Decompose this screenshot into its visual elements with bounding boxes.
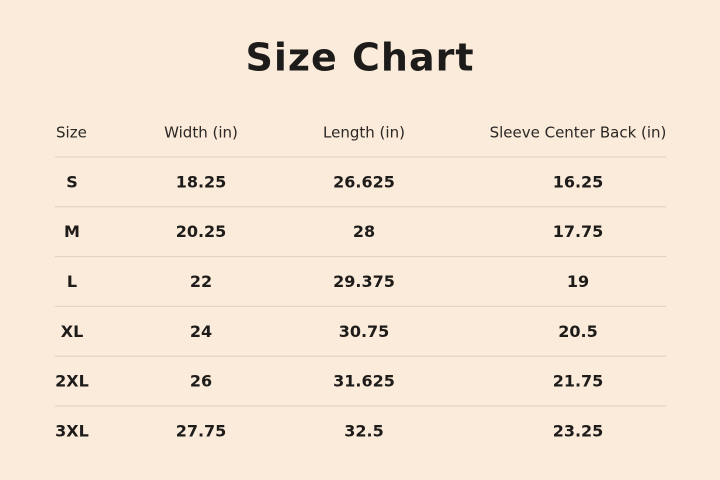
size-label: XL bbox=[61, 322, 84, 341]
measurement: 28 bbox=[353, 222, 375, 241]
measurement: 20.25 bbox=[176, 222, 227, 241]
measurement: 24 bbox=[190, 322, 212, 341]
measurement: 31.625 bbox=[333, 372, 395, 391]
size-label: 3XL bbox=[55, 421, 89, 440]
size-label: S bbox=[66, 172, 78, 191]
measurement: 22 bbox=[190, 272, 212, 291]
measurement: 23.25 bbox=[553, 421, 604, 440]
size-label: 2XL bbox=[55, 372, 89, 391]
column-header: Width (in) bbox=[164, 124, 238, 142]
measurement: 17.75 bbox=[553, 222, 604, 241]
measurement: 30.75 bbox=[339, 322, 390, 341]
measurement: 27.75 bbox=[176, 421, 227, 440]
measurement: 32.5 bbox=[344, 421, 383, 440]
measurement: 29.375 bbox=[333, 272, 395, 291]
measurement: 21.75 bbox=[553, 372, 604, 391]
measurement: 26.625 bbox=[333, 172, 395, 191]
size-label: M bbox=[64, 222, 80, 241]
measurement: 20.5 bbox=[558, 322, 597, 341]
measurement: 26 bbox=[190, 372, 212, 391]
size-label: L bbox=[67, 272, 77, 291]
measurement: 16.25 bbox=[553, 172, 604, 191]
measurement: 19 bbox=[567, 272, 589, 291]
column-header: Size bbox=[56, 124, 87, 142]
measurement: 18.25 bbox=[176, 172, 227, 191]
column-header: Sleeve Center Back (in) bbox=[490, 124, 667, 142]
column-header: Length (in) bbox=[323, 124, 405, 142]
title: Size Chart bbox=[245, 36, 474, 80]
